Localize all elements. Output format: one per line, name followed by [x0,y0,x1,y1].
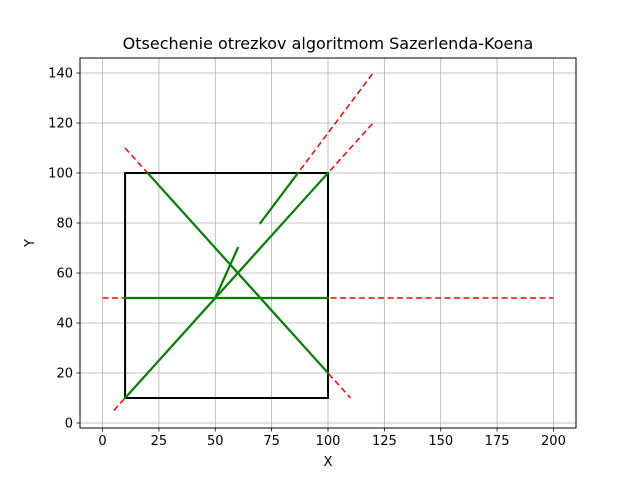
x-tick-label: 25 [151,434,168,449]
x-axis-label: X [324,455,333,470]
x-tick-label: 50 [207,434,224,449]
x-tick-label: 200 [541,434,566,449]
clipped-segment-3 [123,171,330,400]
x-tick-label: 75 [263,434,280,449]
y-tick-label: 40 [56,317,73,332]
y-tick-label: 0 [65,417,73,432]
y-tick-label: 20 [56,367,73,382]
x-tick-label: 0 [98,434,106,449]
clipped-segment-5 [213,246,240,300]
clipped-segment-4 [258,171,300,225]
y-tick-label: 60 [56,267,73,282]
chart-title: Otsechenie otrezkov algoritmom Sazerlend… [123,34,534,53]
y-tick-label: 120 [48,117,73,132]
y-axis-label: Y [23,239,38,248]
ticks: 0 25 50 75 100 125 150 175 200 0 20 40 60 80 100 120 140 [48,67,566,450]
x-tick-label: 150 [428,434,453,449]
y-tick-label: 100 [48,167,73,182]
y-tick-label: 140 [48,67,73,82]
plot-data [102,72,554,412]
clip-window-rect [124,172,329,399]
x-tick-label: 175 [485,434,510,449]
x-tick-label: 100 [316,434,341,449]
y-tick-label: 80 [56,217,73,232]
x-tick-label: 125 [372,434,397,449]
